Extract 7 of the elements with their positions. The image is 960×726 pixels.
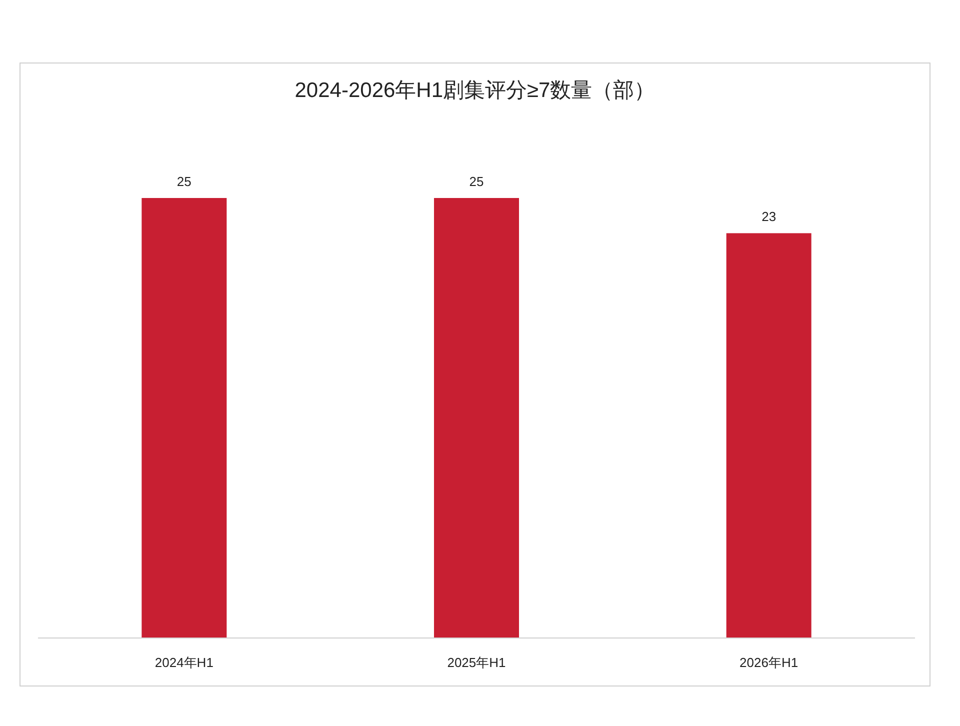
data-label: 23 — [762, 209, 776, 224]
x-tick-label: 2024年H1 — [154, 655, 214, 670]
x-tick-label: 2025年H1 — [447, 655, 506, 670]
data-label: 25 — [176, 174, 192, 189]
data-label: 25 — [469, 174, 484, 189]
x-tick-label: 2026年H1 — [740, 655, 798, 670]
chart-title: 2024-2026年H1剧集评分≥7数量（部） — [294, 79, 656, 102]
